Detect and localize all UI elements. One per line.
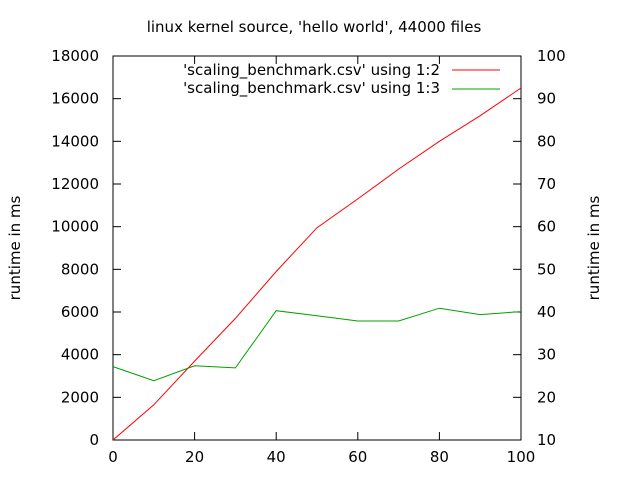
y2-tick-label: 20 xyxy=(537,388,556,406)
y-axis-label: runtime in ms xyxy=(6,195,24,300)
y-tick-label: 14000 xyxy=(51,132,99,150)
series-1-line xyxy=(112,87,522,441)
legend: 'scaling_benchmark.csv' using 1:2 'scali… xyxy=(183,61,500,98)
y-axis-ticks: 0 2000 4000 6000 8000 10000 12000 14000 16000 180… xyxy=(51,47,121,449)
x-tick-label: 80 xyxy=(430,448,449,466)
y-tick-label: 0 xyxy=(89,431,99,449)
x-axis-ticks: 0 20 40 60 80 100 xyxy=(108,56,535,466)
x-tick-label: 40 xyxy=(267,448,286,466)
y2-tick-label: 50 xyxy=(537,260,556,278)
y2-tick-label: 90 xyxy=(537,90,556,108)
y2-axis-label: runtime in ms xyxy=(585,195,603,300)
y-tick-label: 6000 xyxy=(61,303,99,321)
y2-tick-label: 80 xyxy=(537,132,556,150)
x-tick-label: 0 xyxy=(108,448,118,466)
y-tick-label: 10000 xyxy=(51,218,99,236)
y2-tick-label: 30 xyxy=(537,346,556,364)
y-tick-label: 12000 xyxy=(51,175,99,193)
y-tick-label: 8000 xyxy=(61,260,99,278)
y2-tick-label: 100 xyxy=(537,47,566,65)
x-tick-label: 60 xyxy=(348,448,367,466)
x-tick-label: 100 xyxy=(507,448,536,466)
legend-label-series-1: 'scaling_benchmark.csv' using 1:2 xyxy=(183,61,440,80)
y2-tick-label: 70 xyxy=(537,175,556,193)
series-lines xyxy=(112,87,522,441)
y-tick-label: 4000 xyxy=(61,346,99,364)
plot-frame xyxy=(112,55,522,441)
y-tick-label: 18000 xyxy=(51,47,99,65)
y2-tick-label: 10 xyxy=(537,431,556,449)
x-tick-label: 20 xyxy=(185,448,204,466)
chart-title: linux kernel source, 'hello world', 4400… xyxy=(147,18,482,36)
legend-label-series-2: 'scaling_benchmark.csv' using 1:3 xyxy=(183,79,440,98)
y2-tick-label: 60 xyxy=(537,218,556,236)
y2-tick-label: 40 xyxy=(537,303,556,321)
y-tick-label: 2000 xyxy=(61,388,99,406)
series-2-line xyxy=(112,307,522,382)
y2-axis-ticks: 10 20 30 40 50 60 70 80 90 100 xyxy=(513,47,566,449)
y-tick-label: 16000 xyxy=(51,90,99,108)
